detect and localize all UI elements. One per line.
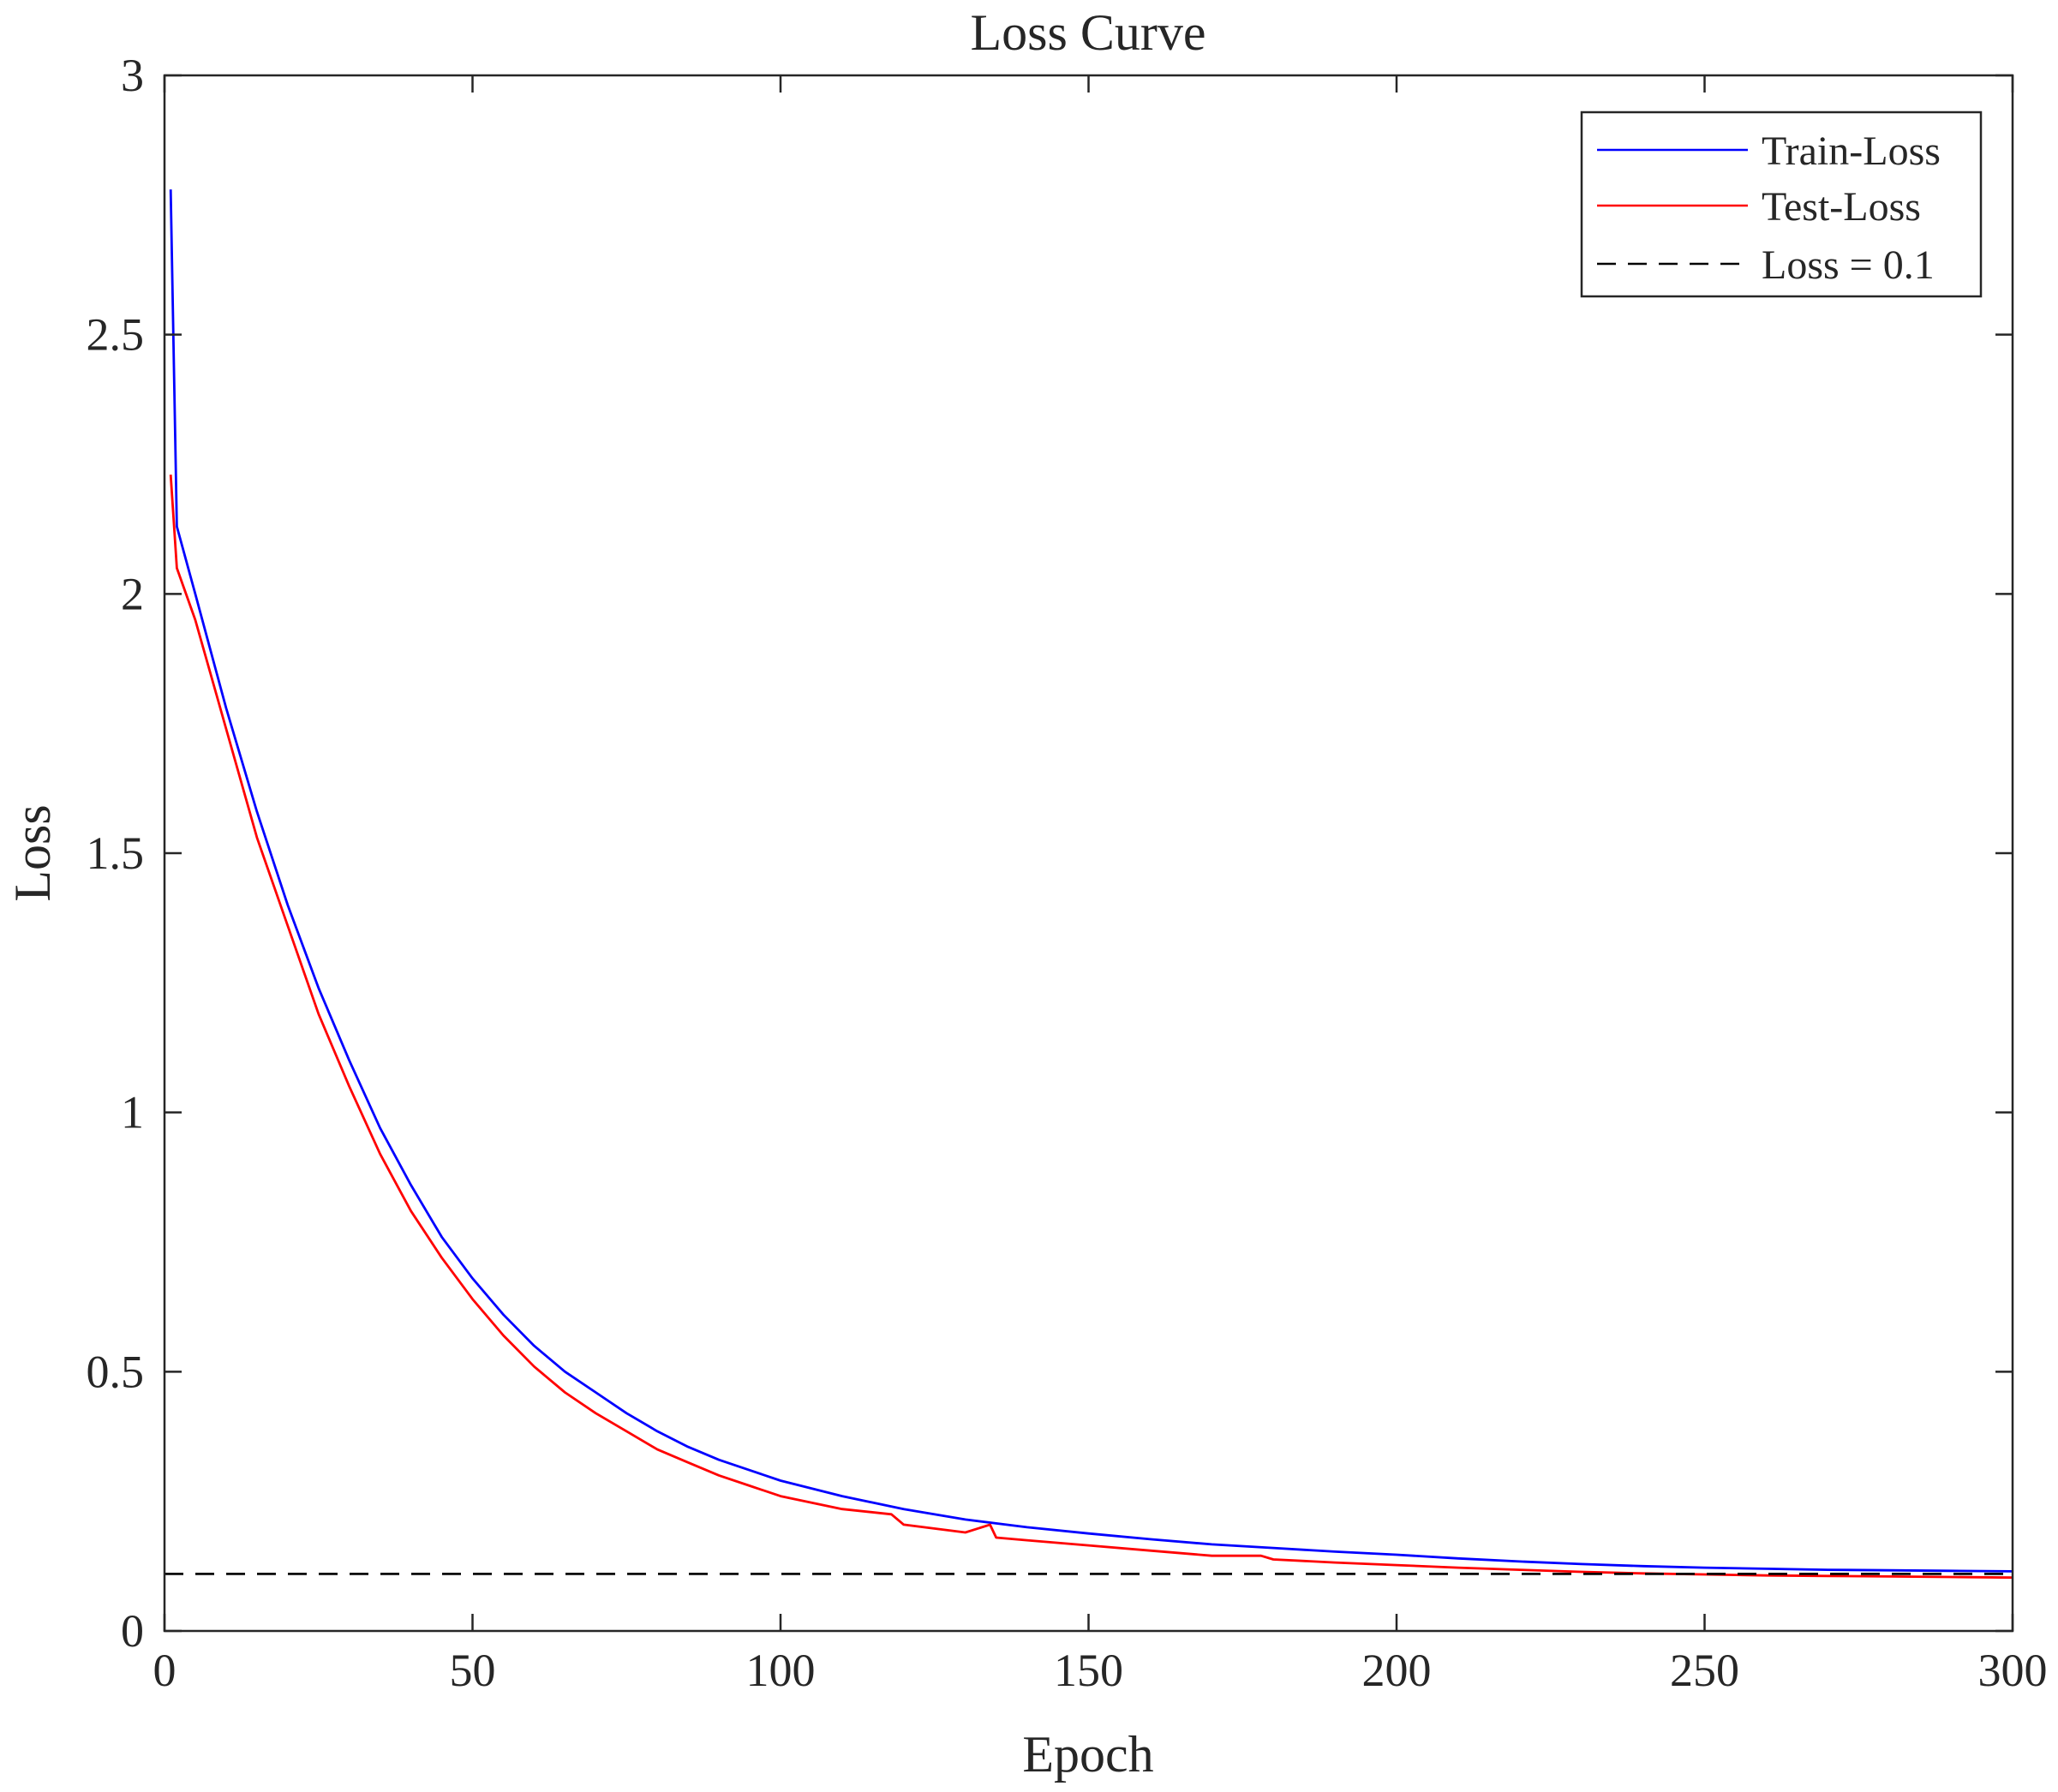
y-tick-label: 1 [121,1087,144,1138]
y-tick-label: 0.5 [87,1346,145,1397]
y-axis-title: Loss [4,804,61,901]
x-tick-label: 200 [1362,1645,1432,1696]
x-axis-ticks: 0 50 100 150 200 250 300 [153,75,2048,1696]
legend-label-threshold: Loss = 0.1 [1762,242,1935,288]
series-line-train-loss [169,189,2013,1573]
x-tick-label: 50 [450,1645,496,1696]
y-tick-label: 3 [121,50,144,101]
x-tick-label: 300 [1978,1645,2048,1696]
legend-label-train-loss: Train-Loss [1762,128,1941,174]
chart-title: Loss Curve [971,4,1206,61]
y-tick-label: 2.5 [87,309,145,361]
y-axis-ticks: 0 0.5 1 1.5 2 2.5 3 [87,50,2013,1657]
y-tick-label: 1.5 [87,827,145,879]
x-axis-title: Epoch [1022,1726,1153,1783]
series-line-test-loss [169,475,2013,1580]
y-tick-label: 2 [121,568,144,619]
series-layer [165,189,2013,1580]
legend-label-test-loss: Test-Loss [1762,184,1921,230]
legend: Train-Loss Test-Loss Loss = 0.1 [1580,111,1983,298]
x-tick-label: 250 [1670,1645,1739,1696]
x-tick-label: 100 [746,1645,816,1696]
y-tick-label: 0 [121,1605,144,1657]
plot-area: 0 50 100 150 200 250 300 0 0.5 1 1.5 2 2.5 3 [87,50,2048,1696]
x-tick-label: 0 [153,1645,176,1696]
legend-box [1580,111,1983,298]
x-tick-label: 150 [1054,1645,1123,1696]
